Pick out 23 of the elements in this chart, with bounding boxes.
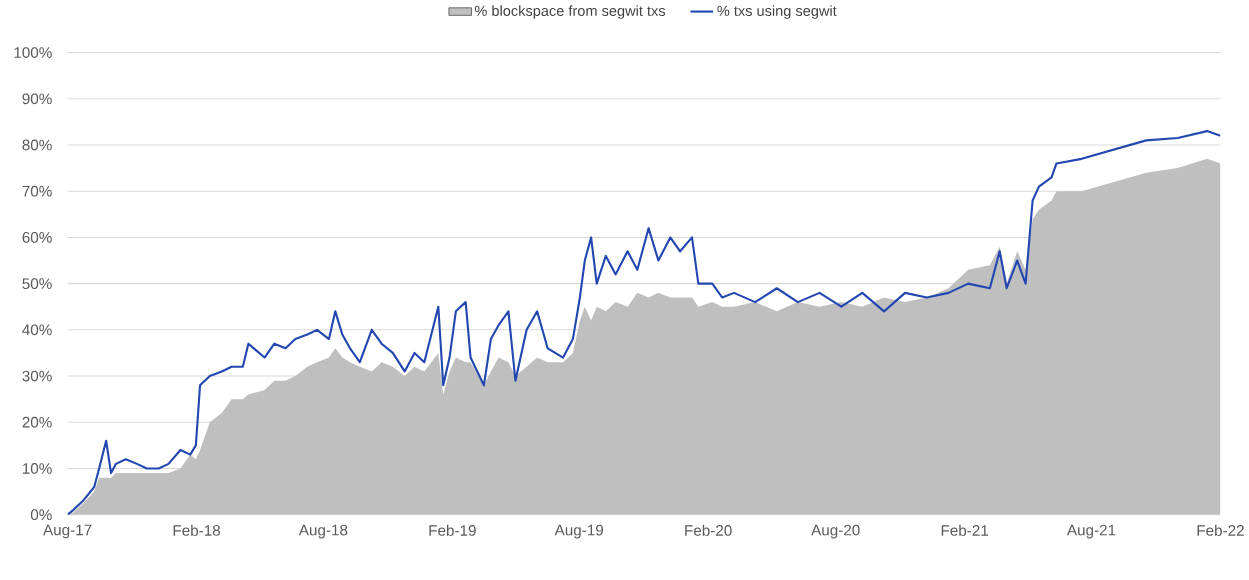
x-tick-label: Aug-21 (1066, 524, 1116, 539)
x-tick-label: Feb-22 (1197, 524, 1244, 536)
y-tick-label: 90% (22, 93, 52, 105)
x-tick-label: Aug-20 (811, 524, 860, 539)
y-tick-label: 0% (30, 509, 52, 520)
legend-label: % blockspace from segwit txs (474, 5, 666, 19)
y-tick-label: 60% (22, 231, 52, 243)
y-tick-label: 40% (22, 324, 52, 336)
y-tick-label: 50% (22, 278, 52, 289)
y-tick-label: 70% (22, 185, 52, 197)
x-tick-label: Feb-20 (685, 524, 732, 536)
y-tick-label: 30% (22, 370, 52, 382)
x-tick-label: Aug-18 (298, 524, 348, 539)
x-tick-label: Feb-19 (429, 524, 476, 536)
x-tick-label: Feb-18 (173, 524, 221, 536)
y-tick-label: 80% (22, 139, 52, 151)
x-tick-label: Aug-19 (554, 524, 604, 539)
y-tick-label: 100% (14, 47, 52, 58)
x-tick-label: Aug-17 (43, 524, 92, 539)
y-tick-label: 10% (22, 462, 52, 474)
x-tick-label: Feb-21 (941, 524, 989, 536)
y-tick-label: 20% (22, 416, 52, 428)
legend-label: % txs using segwit (717, 5, 837, 19)
